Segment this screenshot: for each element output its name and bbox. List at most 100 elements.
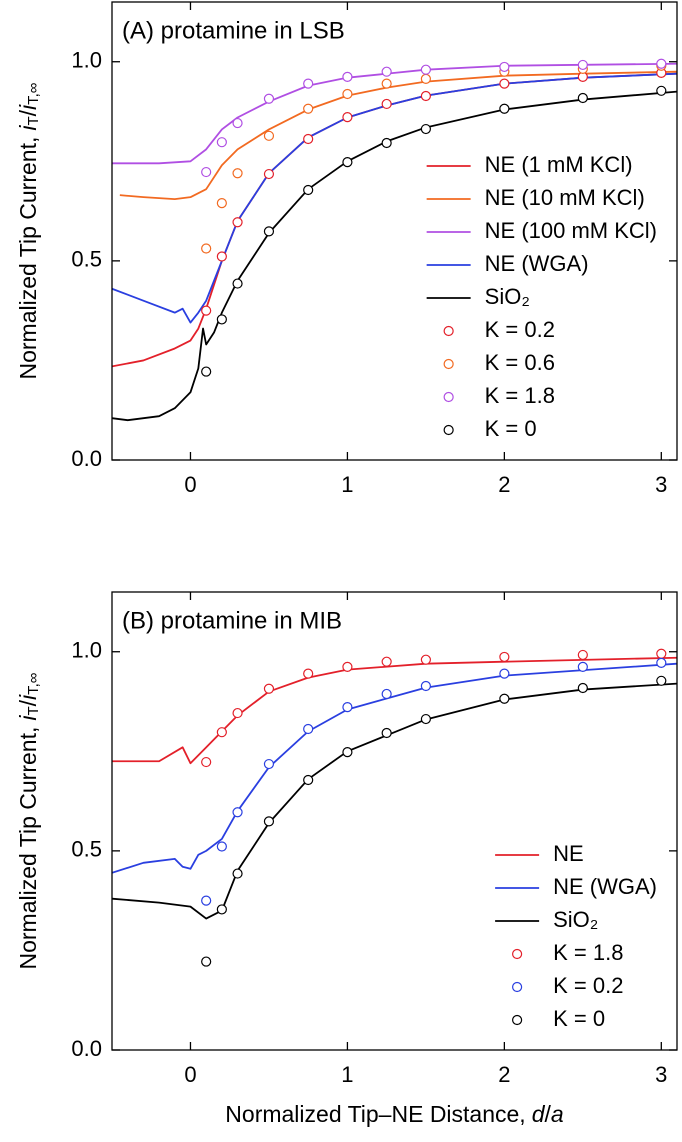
- marker: [216, 137, 227, 148]
- marker: [201, 166, 212, 178]
- legend-swatch: [443, 424, 454, 436]
- marker: [656, 85, 667, 96]
- y-axis-label-part: i: [15, 104, 41, 110]
- marker: [499, 78, 510, 89]
- y-axis-label: Normalized Tip Current,iT/iT,∞: [15, 672, 42, 969]
- y-tick-label: 0.5: [71, 837, 102, 862]
- marker: [201, 956, 212, 967]
- marker: [420, 64, 431, 75]
- marker: [656, 657, 667, 668]
- marker: [303, 723, 314, 735]
- marker: [381, 727, 392, 739]
- marker: [381, 66, 392, 77]
- legend-swatch: [512, 948, 523, 960]
- marker: [577, 682, 588, 694]
- legend-label: NE (WGA): [485, 251, 589, 276]
- marker: [342, 701, 353, 713]
- legend-swatch: [512, 981, 523, 993]
- marker: [499, 651, 510, 663]
- marker: [420, 680, 431, 692]
- marker: [263, 93, 275, 104]
- marker: [201, 243, 212, 254]
- legend-label: K = 1.8: [553, 940, 623, 965]
- line: [112, 62, 677, 165]
- legend-label: NE (WGA): [553, 874, 657, 899]
- marker: [263, 226, 275, 237]
- marker: [303, 668, 314, 679]
- legend-label: NE: [553, 841, 584, 866]
- marker: [201, 305, 212, 316]
- marker: [342, 747, 353, 758]
- legend-label: NE (100 mM KCl): [485, 218, 657, 243]
- plot-frame: [111, 1, 678, 461]
- marker: [420, 90, 431, 102]
- x-tick-label: 3: [655, 1062, 667, 1087]
- x-tick-label: 1: [341, 472, 353, 497]
- marker: [216, 251, 227, 262]
- marker: [201, 366, 212, 377]
- x-tick-label: 1: [341, 1062, 353, 1087]
- x-tick-label: 0: [184, 1062, 196, 1087]
- marker: [232, 168, 243, 179]
- y-tick-label: 1.0: [71, 48, 102, 73]
- marker: [342, 88, 353, 100]
- x-axis-label-part: d: [532, 1101, 546, 1127]
- marker: [342, 71, 353, 82]
- marker: [263, 816, 275, 827]
- y-axis-label-part: Normalized Tip Current,: [15, 727, 41, 970]
- y-axis-label-part: T,∞: [25, 82, 42, 105]
- marker: [216, 841, 227, 852]
- plot-area: [112, 62, 677, 422]
- marker: [381, 656, 392, 667]
- y-axis-label-part: i: [15, 715, 41, 721]
- x-axis-label-part: Normalized Tip–NE Distance,: [225, 1101, 525, 1127]
- panel-title: (B) protamine in MIB: [122, 607, 342, 634]
- legend-label: K = 0.2: [553, 973, 623, 998]
- legend-label: SiO₂: [485, 284, 530, 309]
- marker: [577, 649, 588, 661]
- marker: [381, 78, 392, 89]
- line: [112, 656, 677, 765]
- marker: [499, 103, 510, 114]
- marker: [342, 157, 353, 168]
- marker: [216, 727, 227, 738]
- marker: [232, 278, 243, 289]
- marker: [577, 92, 588, 104]
- marker: [303, 78, 314, 89]
- marker: [499, 668, 510, 679]
- line: [119, 70, 677, 201]
- marker: [577, 661, 588, 672]
- marker: [342, 111, 353, 123]
- legend-swatch: [443, 325, 454, 337]
- marker: [216, 314, 227, 325]
- marker: [263, 130, 275, 141]
- y-tick-label: 0.0: [71, 446, 102, 471]
- marker: [263, 758, 275, 770]
- x-tick-label: 2: [498, 1062, 510, 1087]
- x-axis-label: Normalized Tip–NE Distance, d/a: [225, 1101, 563, 1127]
- legend-label: K = 1.8: [485, 383, 555, 408]
- y-axis-label-part: /: [15, 109, 41, 116]
- x-tick-label: 2: [498, 472, 510, 497]
- marker: [303, 774, 314, 786]
- marker: [216, 198, 227, 209]
- legend-label: K = 0: [553, 1006, 605, 1031]
- marker: [342, 661, 353, 672]
- marker: [577, 59, 588, 71]
- legend-label: NE (1 mM KCl): [485, 152, 633, 177]
- marker: [420, 713, 431, 725]
- marker: [656, 675, 667, 686]
- marker: [232, 807, 243, 818]
- marker: [381, 98, 392, 110]
- legend-label: K = 0: [485, 416, 537, 441]
- marker: [381, 688, 392, 700]
- y-axis-label-part: T: [25, 706, 42, 715]
- y-axis-label-part: T,∞: [25, 672, 42, 695]
- x-axis-label-part: /: [545, 1101, 552, 1127]
- legend-label: SiO₂: [553, 907, 598, 932]
- x-tick-label: 0: [184, 472, 196, 497]
- marker: [232, 707, 243, 719]
- marker: [420, 654, 431, 665]
- marker: [232, 217, 243, 228]
- marker: [201, 756, 212, 768]
